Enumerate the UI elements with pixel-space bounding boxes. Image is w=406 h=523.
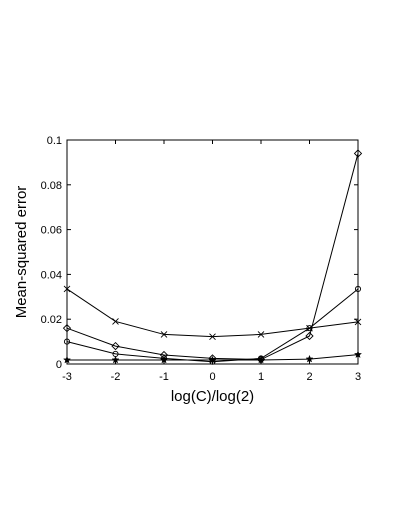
x-tick-label: -1 (159, 371, 169, 383)
series-diamond (62, 149, 363, 364)
data-point-diamond (111, 341, 120, 351)
series-circle (63, 285, 362, 365)
y-tick-label: 0.1 (47, 135, 62, 147)
data-point-x (209, 333, 216, 340)
data-point-x (257, 331, 265, 338)
x-tick-label: 1 (258, 371, 264, 383)
data-point-circle (306, 325, 313, 332)
data-point-circle (63, 338, 71, 345)
series-star (62, 350, 363, 364)
y-tick-label: 0.06 (41, 225, 62, 237)
data-point-diamond (305, 331, 314, 341)
y-tick-label: 0.04 (41, 269, 62, 281)
data-point-star (208, 355, 217, 364)
y-tick-label: 0 (56, 359, 62, 371)
x-tick-label: 0 (209, 371, 215, 383)
data-point-x (160, 331, 168, 338)
data-point-star (305, 354, 314, 363)
data-point-star (256, 355, 266, 364)
series-line-circle (66, 288, 359, 363)
data-point-diamond (353, 149, 363, 158)
series-line-x (66, 288, 359, 338)
plot-frame (66, 139, 359, 365)
data-point-diamond (62, 324, 72, 333)
x-tick-label: 2 (306, 371, 312, 383)
data-point-star (353, 350, 363, 359)
y-axis-label: Mean-squared error (13, 186, 30, 319)
data-point-x (354, 318, 362, 326)
x-tick-label: -2 (111, 371, 121, 383)
data-point-star (111, 355, 120, 364)
data-point-star (62, 355, 72, 364)
x-tick-label: -3 (62, 371, 72, 383)
series-x (63, 285, 362, 340)
y-tick-label: 0.08 (41, 180, 62, 192)
y-tick-label: 0.02 (41, 314, 62, 326)
x-axis-label: log(C)/log(2) (171, 388, 254, 405)
data-point-x (112, 318, 119, 325)
data-point-x (63, 285, 71, 293)
x-tick-label: 3 (355, 371, 361, 383)
series-line-diamond (66, 153, 359, 361)
data-point-circle (354, 285, 362, 293)
data-point-star (159, 355, 169, 364)
